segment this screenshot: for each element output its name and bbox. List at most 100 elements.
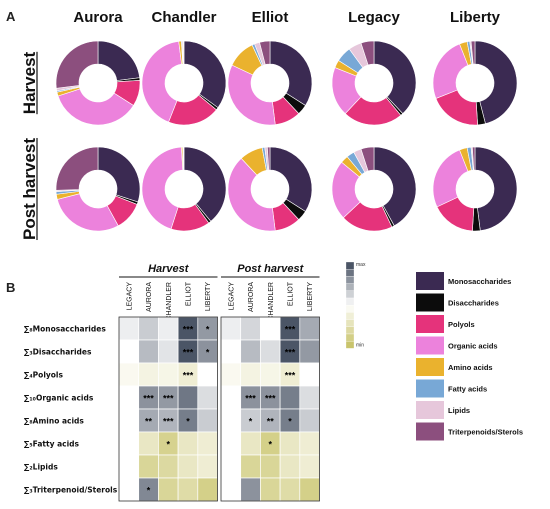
legend-swatch-amino-acids xyxy=(416,358,444,376)
legend-swatch-monosaccharides xyxy=(416,272,444,290)
heatmap-cell xyxy=(299,408,320,433)
column-title-liberty: Liberty xyxy=(450,9,501,26)
significance-marker: * xyxy=(288,417,292,427)
row-title-harvest: Harvest xyxy=(20,51,39,114)
column-title-chandler: Chandler xyxy=(151,9,216,26)
slice-monosaccharides xyxy=(269,146,313,212)
heatmap-cell xyxy=(158,339,179,364)
donut-harvest-liberty xyxy=(432,40,518,126)
heatmap-cell xyxy=(220,454,242,479)
scale-step xyxy=(345,319,355,327)
significance-marker: *** xyxy=(183,325,194,335)
heatmap-cell xyxy=(197,408,218,433)
scale-step xyxy=(345,290,355,299)
legend-label-organic-acids: Organic acids xyxy=(448,342,498,351)
heatmap-cell xyxy=(158,454,179,479)
legend-swatch-disaccharides xyxy=(416,293,444,312)
heatmap-cell xyxy=(299,385,320,410)
significance-marker: *** xyxy=(183,348,194,358)
heatmap-cell xyxy=(197,362,218,387)
heatmap-cell xyxy=(240,477,261,502)
heatmap-cell xyxy=(240,339,261,364)
heatmap-cell xyxy=(118,454,140,479)
slice-organic-acids xyxy=(227,64,276,126)
scale-step xyxy=(345,341,355,349)
slice-triterpenoids-sterols xyxy=(55,146,99,191)
significance-marker: * xyxy=(206,348,210,358)
heatmap-cell xyxy=(260,316,281,341)
significance-marker: * xyxy=(166,440,170,450)
heatmap-cell xyxy=(220,408,242,433)
heatmap-column-label-elliot: ELLIOT xyxy=(185,281,192,306)
heatmap-cell xyxy=(158,316,179,341)
donut-row-titles: Harvest Post harvest xyxy=(20,51,39,241)
slice-monosaccharides xyxy=(97,146,141,203)
scale-step xyxy=(345,333,355,342)
heatmap-cell xyxy=(220,316,242,341)
slice-organic-acids xyxy=(57,88,134,126)
heatmap-frame xyxy=(118,316,218,502)
heatmap-cell xyxy=(299,477,320,502)
scale-min-label: min xyxy=(356,342,364,348)
legend-label-amino-acids: Amino acids xyxy=(448,363,493,372)
donut-post-harvest-legacy xyxy=(331,146,417,232)
heatmap-cell xyxy=(118,362,140,387)
heatmap-cell xyxy=(240,431,261,456)
heatmap-cell xyxy=(299,316,320,341)
donut-post-harvest-chandler xyxy=(141,146,227,232)
legend-label-triterpenoids-sterols: Triterpenoids/Sterols xyxy=(448,428,523,437)
heatmap-cell xyxy=(240,362,261,387)
significance-marker: * xyxy=(249,417,253,427)
heatmap-cell xyxy=(158,362,179,387)
heatmap-cell xyxy=(118,316,140,341)
heatmap-column-label-chandler: CHANDLER xyxy=(166,282,173,321)
heatmap-cell xyxy=(220,362,242,387)
significance-marker: ** xyxy=(267,417,275,427)
panel-b-letter: B xyxy=(6,280,15,295)
slice-triterpenoids-sterols xyxy=(183,40,185,65)
scale-step xyxy=(345,276,355,284)
heatmap-cell xyxy=(197,431,218,456)
legend-swatch-fatty-acids xyxy=(416,379,444,398)
heatmap-cell xyxy=(279,477,301,502)
heatmap-cell xyxy=(197,477,218,502)
heatmap-row-label: ∑₂Lipids xyxy=(24,463,58,472)
heatmap-frame xyxy=(220,316,320,502)
scale-step xyxy=(345,305,355,313)
slice-monosaccharides xyxy=(183,40,227,109)
scale-max-label: max xyxy=(356,262,366,268)
donut-harvest-chandler xyxy=(141,40,227,126)
donut-harvest-legacy xyxy=(331,40,417,126)
slice-triterpenoids-sterols xyxy=(360,146,375,172)
heatmap-cell xyxy=(279,431,301,456)
heatmap-cell xyxy=(260,339,281,364)
scale-step xyxy=(345,261,355,270)
slice-organic-acids xyxy=(227,157,276,232)
legend-swatch-lipids xyxy=(416,401,444,419)
heatmap-cell xyxy=(138,339,159,364)
scale-step xyxy=(345,269,355,277)
heatmap-cell xyxy=(279,385,301,410)
heatmap-cell xyxy=(118,431,140,456)
slice-triterpenoids-sterols xyxy=(470,40,476,65)
donut-harvest-elliot xyxy=(227,40,313,126)
heatmap-cell xyxy=(299,454,320,479)
heatmap-cell xyxy=(177,385,199,410)
heatmap-cell xyxy=(220,339,242,364)
heatmap-harvest: Harvest LEGACY AURORA CHANDLER ELLIOT LIBERTY… xyxy=(118,263,218,502)
heatmap-cell xyxy=(138,316,159,341)
heatmap-cell xyxy=(177,454,199,479)
heatmap-cell xyxy=(260,454,281,479)
slice-monosaccharides xyxy=(373,40,417,115)
color-scale: max min xyxy=(345,261,366,349)
heatmap-column-label-liberty: LIBERTY xyxy=(205,282,212,311)
legend-swatch-triterpenoids-sterols xyxy=(416,422,444,441)
heatmap-cell xyxy=(118,408,140,433)
heatmap-row-label: ∑₃Disaccharides xyxy=(24,348,92,357)
column-title-elliot: Elliot xyxy=(252,9,289,26)
heatmap-cell xyxy=(138,362,159,387)
heatmap-cell xyxy=(177,431,199,456)
scale-step xyxy=(345,312,355,320)
significance-marker: *** xyxy=(183,371,194,381)
